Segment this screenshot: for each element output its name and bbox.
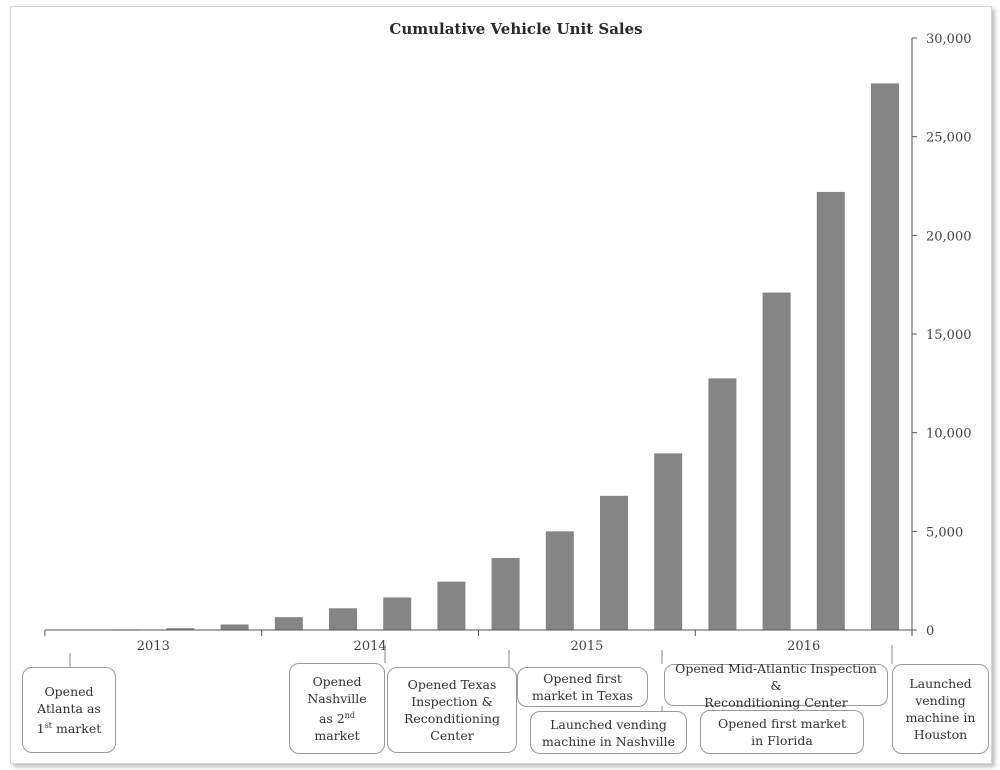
bar-q4-2015 [654,453,683,630]
annotation-text: Opened Texas Inspection & Reconditioning Ce… [403,677,501,743]
annotation-texas-irc: Opened Texas Inspection & Reconditioning Ce… [387,667,517,753]
annotation-text: Opened first market in Texas [532,671,633,703]
y-tick-label: 0 [926,624,934,639]
x-year-label: 2015 [570,639,603,654]
x-year-label: 2016 [787,639,820,654]
bar-q1-2016 [708,378,737,630]
bar-q1-2014 [274,617,303,630]
x-year-label: 2013 [137,639,170,654]
chart-title: Cumulative Vehicle Unit Sales [389,20,642,38]
annotation-text: Launched vending machine in Houston [905,676,976,742]
y-tick-label: 30,000 [926,32,972,47]
bar-q1-2015 [491,557,520,630]
annotation-first-market-florida: Opened first market in Florida [700,710,864,754]
bar-q3-2013 [166,628,195,630]
y-tick-label: 15,000 [926,328,972,343]
y-axis: 0 5,000 10,000 15,000 20,000 25,000 30,000 [911,32,972,639]
annotation-mid-atlantic-irc: Opened Mid-Atlantic Inspection & Recondit… [664,661,888,710]
annotation-vending-houston: Launched vending machine in Houston [892,664,989,754]
x-axis: 2013 2014 2015 2016 [44,629,913,654]
bar-q3-2016 [816,191,845,631]
annotation-text: Opened Mid-Atlantic Inspection & Recondit… [675,660,877,710]
annotation-text: Opened Atlanta as 1st market [36,683,102,737]
annotation-text: Opened first market in Florida [717,716,847,748]
bar-q2-2016 [762,292,791,630]
annotation-text: Opened Nashville as 2nd market [307,673,367,744]
bar-q3-2015 [600,495,628,630]
bar-q3-2014 [383,597,412,630]
y-tick-label: 20,000 [926,229,972,244]
y-tick-label: 10,000 [926,427,972,442]
bars-group [112,83,899,631]
bar-q2-2014 [329,608,357,630]
bar-q2-2015 [545,531,574,630]
bar-q4-2013 [220,624,249,630]
annotation-vending-nashville: Launched vending machine in Nashville [530,711,687,754]
bar-q4-2014 [437,581,466,630]
annotation-text: Launched vending machine in Nashville [541,716,676,749]
y-tick-label: 25,000 [926,131,972,146]
bar-q4-2016 [871,83,899,631]
annotation-nashville: Opened Nashville as 2nd market [289,663,385,754]
y-tick-label: 5,000 [926,525,963,540]
annotation-first-market-texas: Opened first market in Texas [517,667,648,707]
annotation-atlanta: Opened Atlanta as 1st market [22,667,116,753]
x-year-label: 2014 [354,639,387,654]
